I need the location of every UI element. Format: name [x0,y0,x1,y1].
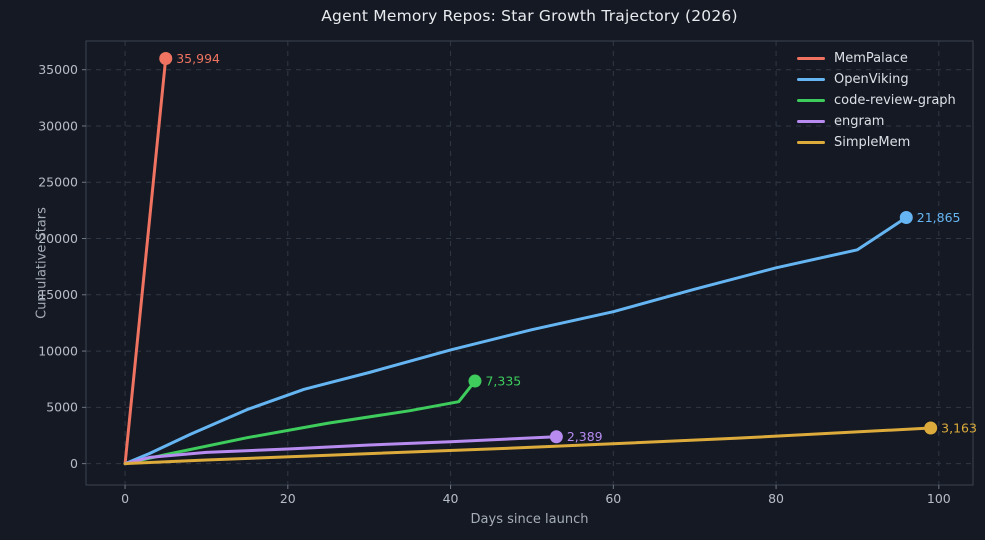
end-value-label-SimpleMem: 3,163 [941,420,977,435]
y-tick-label: 25000 [38,175,78,190]
legend-swatch-SimpleMem [797,140,825,145]
legend-swatch-engram [797,119,825,124]
endpoint-marker-code-review-graph [468,374,482,388]
x-tick-label: 100 [927,491,951,506]
legend-label: SimpleMem [834,135,911,150]
legend-item-code-review-graph: code-review-graph [797,90,956,111]
end-value-label-code-review-graph: 7,335 [485,373,521,388]
legend: MemPalace OpenViking code-review-graph engr… [797,48,956,153]
series-line-SimpleMem [123,426,933,466]
x-tick-label: 40 [443,491,459,506]
legend-label: MemPalace [834,51,908,66]
endpoint-marker-MemPalace [159,52,173,66]
endpoint-marker-engram [549,430,563,444]
y-tick-label: 20000 [38,231,78,246]
series-line-OpenViking [123,216,908,466]
legend-item-MemPalace: MemPalace [797,48,956,69]
legend-swatch-code-review-graph [797,98,825,103]
x-tick-label: 20 [280,491,296,506]
y-tick-label: 10000 [38,343,78,358]
x-tick-label: 60 [605,491,621,506]
y-tick-label: 15000 [38,287,78,302]
legend-swatch-OpenViking [797,77,825,82]
y-tick-label: 0 [70,456,78,471]
endpoint-marker-SimpleMem [924,421,938,435]
legend-item-OpenViking: OpenViking [797,69,956,90]
y-tick-label: 35000 [38,62,78,77]
x-axis-label: Days since launch [470,512,589,527]
x-tick-label: 80 [768,491,784,506]
series-line-engram [123,435,558,466]
end-value-label-OpenViking: 21,865 [917,210,961,225]
legend-label: OpenViking [834,72,909,87]
endpoint-marker-OpenViking [899,211,913,225]
y-axis-label: Cumulative Stars [34,207,50,319]
end-value-label-engram: 2,389 [567,429,603,444]
x-tick-label: 0 [121,491,129,506]
legend-item-engram: engram [797,111,956,132]
plot-border [85,40,974,486]
legend-label: engram [834,114,885,129]
chart-title: Agent Memory Repos: Star Growth Trajecto… [321,7,738,25]
legend-item-SimpleMem: SimpleMem [797,132,956,153]
y-tick-label: 30000 [38,118,78,133]
y-tick-label: 5000 [46,400,78,415]
legend-label: code-review-graph [834,93,956,108]
end-value-label-MemPalace: 35,994 [176,51,220,66]
series-line-MemPalace [123,57,168,466]
legend-swatch-MemPalace [797,56,825,61]
